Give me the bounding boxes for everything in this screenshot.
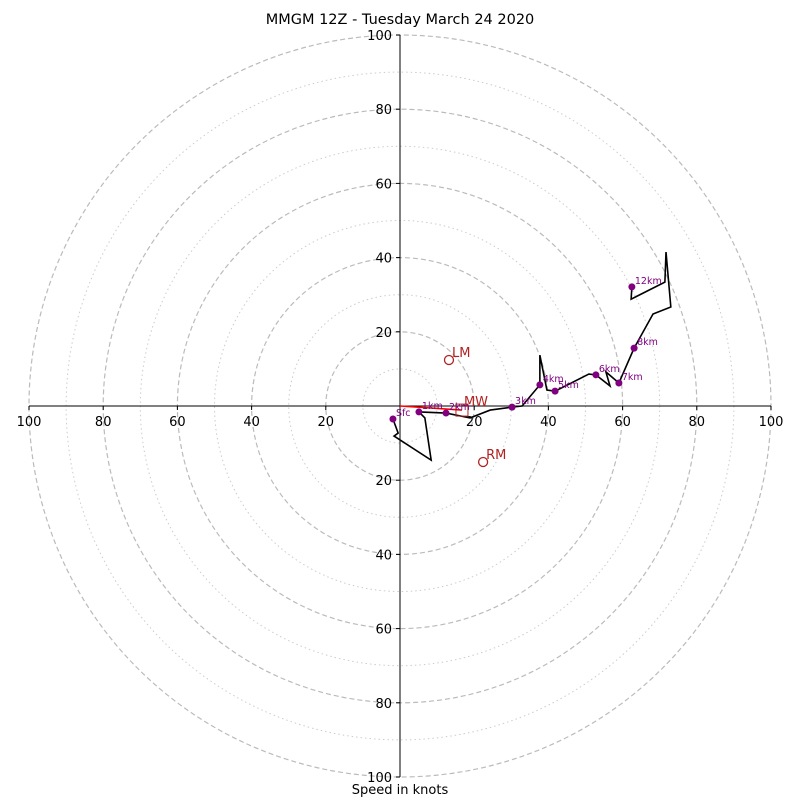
x-tick-label: 40 [540, 415, 557, 430]
x-tick-label: 20 [318, 415, 335, 430]
y-tick-label: 80 [375, 697, 392, 712]
level-point [592, 371, 600, 379]
level-point [508, 403, 516, 411]
y-tick-label: 100 [367, 29, 392, 44]
level-label: Sfc [396, 408, 411, 419]
y-tick-label: 20 [375, 326, 392, 341]
hodograph-trace [392, 251, 672, 462]
x-tick-label: 40 [243, 415, 260, 430]
x-tick-label: 80 [689, 415, 706, 430]
chart-title: MMGM 12Z - Tuesday March 24 2020 [265, 12, 535, 28]
level-label: 4km [543, 374, 564, 385]
level-point [415, 408, 423, 416]
x-tick-label: 100 [17, 415, 42, 430]
storm-motion-label: RM [486, 448, 506, 463]
y-tick-label: 20 [375, 474, 392, 489]
level-point [442, 409, 450, 417]
y-tick-label: 40 [375, 548, 392, 563]
level-label: 2km [449, 402, 470, 413]
level-point [630, 344, 638, 352]
storm-motion-marker [443, 354, 455, 366]
storm-motion-label: LM [452, 346, 470, 361]
x-tick-label: 60 [614, 415, 631, 430]
mean-wind-label: MW [464, 395, 488, 410]
x-axis-label: Speed in knots [351, 783, 449, 798]
x-tick-label: 100 [759, 415, 784, 430]
level-label: 6km [599, 364, 620, 375]
level-label: 1km [422, 401, 443, 412]
level-label: 12km [635, 276, 662, 287]
y-tick-label: 40 [375, 252, 392, 267]
x-tick-label: 60 [169, 415, 186, 430]
level-point [628, 283, 636, 291]
y-tick-label: 100 [367, 771, 392, 786]
x-tick-label: 80 [95, 415, 112, 430]
level-point [536, 381, 544, 389]
level-label: 3km [515, 396, 536, 407]
level-point [551, 387, 559, 395]
level-point [389, 415, 397, 423]
x-tick-label: 20 [466, 415, 483, 430]
storm-motion-marker [477, 456, 489, 468]
mean-wind-vector [399, 405, 463, 411]
y-tick-label: 60 [375, 177, 392, 192]
level-label: 8km [637, 337, 658, 348]
level-label: 5km [558, 380, 579, 391]
y-tick-label: 60 [375, 623, 392, 638]
mean-wind-marker [455, 403, 469, 417]
level-point [615, 379, 623, 387]
y-tick-label: 80 [375, 103, 392, 118]
level-label: 7km [622, 372, 643, 383]
